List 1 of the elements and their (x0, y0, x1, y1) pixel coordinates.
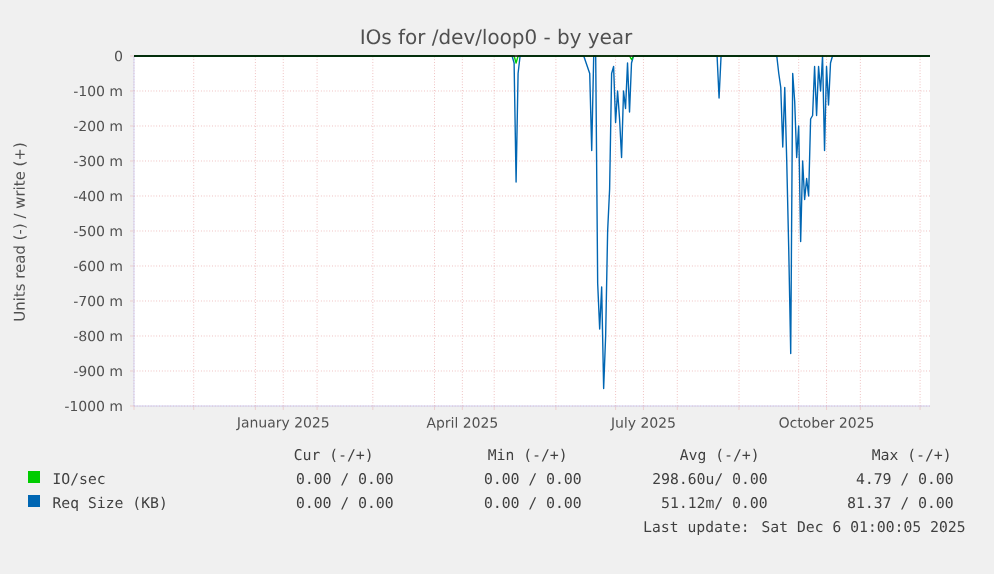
chart-title: IOs for /dev/loop0 - by year (361, 28, 633, 49)
